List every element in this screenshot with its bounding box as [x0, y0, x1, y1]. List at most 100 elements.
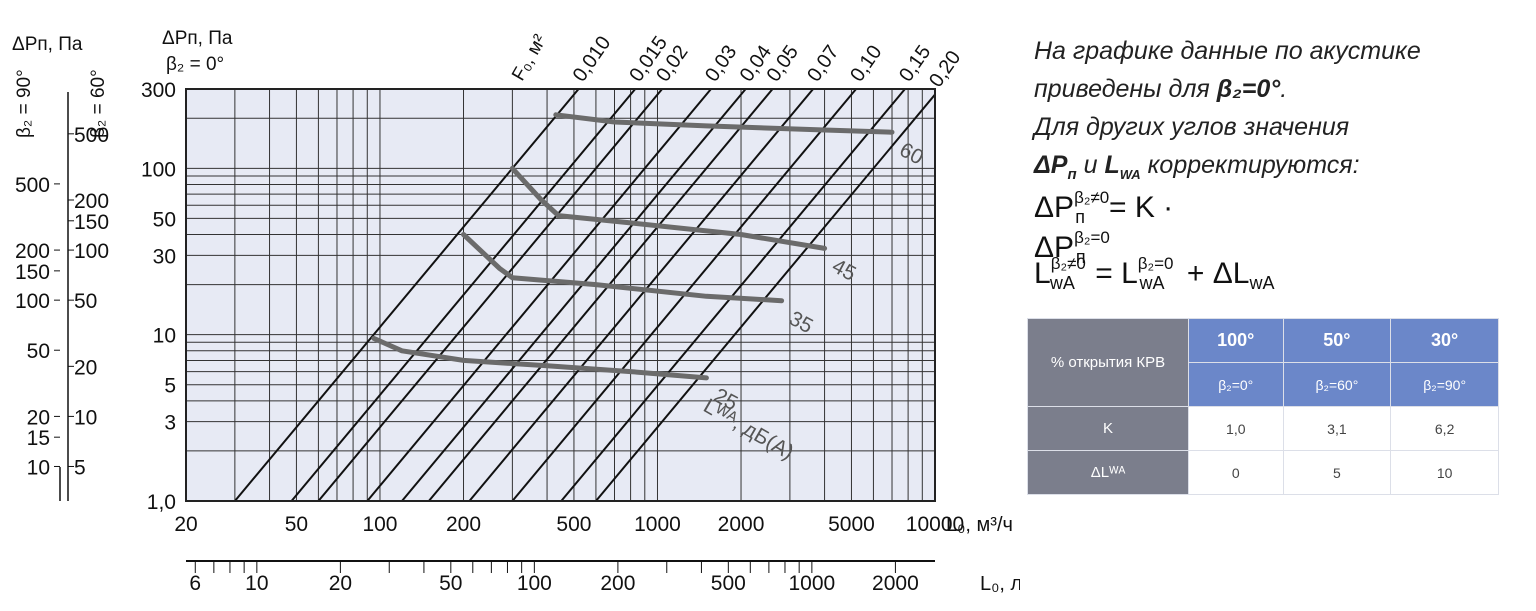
f0-tick-label: 0,10	[846, 41, 886, 86]
left-axis-1-label: 200	[15, 240, 50, 263]
formula-l-sub2: wA	[1139, 273, 1165, 293]
f0-line	[234, 89, 580, 501]
note-line-2: приведены для β₂=0°.	[1034, 70, 1529, 108]
left-axis-2-label: 20	[74, 356, 97, 379]
formula-sub: п	[1075, 207, 1085, 227]
f0-line	[290, 89, 636, 501]
x-tick-label: 1000	[634, 513, 681, 536]
y-ticks: 1,0 3 5 10 30 50 100 300	[141, 79, 176, 514]
note-end: корректируются:	[1140, 151, 1360, 179]
left-axis-1-title: ΔPп, Па	[12, 34, 83, 55]
note-line-4: ΔPп и LWA корректируются:	[1034, 146, 1529, 194]
table-k-3: 6,2	[1390, 406, 1499, 451]
note-and: и	[1076, 151, 1105, 179]
x-tick-label: 20	[174, 513, 197, 536]
second-axis-label: 6	[189, 572, 201, 595]
left-axis-2-beta: β₂ = 60°	[88, 69, 109, 138]
table-beta-60: β₂=60°	[1282, 362, 1392, 407]
f0-tick-label: 0,010	[569, 32, 616, 86]
note-dp: ΔP	[1034, 151, 1068, 179]
series	[371, 112, 895, 381]
series-curve	[371, 335, 709, 381]
x-tick-label: 5000	[828, 513, 875, 536]
formula-sup2: β₂=0	[1074, 228, 1110, 247]
plot-background	[186, 89, 935, 501]
f0-line	[560, 89, 906, 501]
second-axis-label: 500	[711, 572, 746, 595]
second-axis-label: 1000	[789, 572, 836, 595]
note-l-sub: WA	[1119, 167, 1141, 182]
series-curve	[509, 165, 828, 251]
formula-l: L	[1034, 257, 1051, 290]
second-axis-label: 200	[600, 572, 635, 595]
formula-l-sup2: β₂=0	[1137, 254, 1174, 273]
table-open-50: 50°	[1282, 318, 1392, 363]
table-k-1: 1,0	[1188, 406, 1284, 451]
left-axis-2-label: 150	[74, 211, 109, 234]
table-dl-3: 10	[1390, 450, 1499, 495]
y-tick-label: 1,0	[147, 491, 176, 514]
f0-line	[428, 89, 774, 501]
formula-l-eq: = L	[1086, 257, 1138, 290]
formula-sup: β₂≠0	[1074, 188, 1110, 207]
y-axis-beta: β₂ = 0°	[166, 54, 224, 75]
left-axis-1-label: 10	[27, 456, 50, 479]
y-tick-label: 30	[153, 245, 176, 268]
y-tick-label: 300	[141, 79, 176, 102]
plot-frame	[185, 88, 936, 502]
left-axis-1-label: 150	[15, 261, 50, 284]
y-tick-label: 3	[164, 412, 176, 435]
f0-line	[468, 89, 814, 501]
formula-noise: Lβ₂≠0wA = Lβ₂=0wA + ΔLwA	[1034, 254, 1274, 294]
formula-pressure: ΔPβ₂≠0п = K · ΔPβ₂=0п	[1034, 188, 1233, 268]
x-axis-label: L₀, м³/ч	[946, 514, 1013, 536]
left-axis-1-beta: β₂ = 90°	[14, 69, 35, 138]
x-tick-label: 200	[446, 513, 481, 536]
f0-axis-label: F₀, м²	[508, 31, 551, 84]
y-tick-label: 10	[153, 325, 176, 348]
table-beta-90: β₂=90°	[1390, 362, 1499, 407]
left-axis-1-label: 100	[15, 290, 50, 313]
left-axis-1-label: 500	[15, 174, 50, 197]
left-axis-2-label: 200	[74, 190, 109, 213]
left-axis-2-label: 100	[74, 240, 109, 263]
f0-tick-label: 0,05	[763, 41, 803, 86]
note-dot: .	[1280, 75, 1288, 103]
left-axis-2-label: 50	[74, 290, 97, 313]
f0-line	[366, 89, 712, 501]
note: На графике данные по акустике приведены …	[1034, 32, 1529, 194]
acoustic-chart: 1,0 3 5 10 30 50 100 300 20 50 100 200 500 1000 2000 5…	[12, 28, 1020, 595]
left-axis-2-label: 10	[74, 406, 97, 429]
series-curve	[461, 232, 785, 304]
note-l: L	[1104, 151, 1120, 179]
second-axis-label: 100	[517, 572, 552, 595]
second-axis-label: 50	[439, 572, 462, 595]
x-tick-label: 500	[556, 513, 591, 536]
table-dl-1: 0	[1188, 450, 1284, 495]
formula-l-sub3: wA	[1249, 273, 1275, 293]
formula-dp: ΔP	[1034, 191, 1075, 224]
left-axis-1-label: 15	[27, 427, 50, 450]
x-tick-label: 2000	[718, 513, 765, 536]
table-head-label: % открытия КРВ	[1027, 318, 1189, 407]
formula-l-sub: wA	[1049, 273, 1075, 293]
f0-tick-label: 0,03	[701, 41, 741, 86]
note-dp-sub: п	[1067, 166, 1077, 183]
table-k-label: K	[1027, 406, 1189, 451]
second-axis-label: 2000	[872, 572, 919, 595]
note-line-3: Для других углов значения	[1034, 113, 1350, 141]
y-axis-title: ΔPп, Па	[162, 28, 233, 49]
second-axis-label: 20	[329, 572, 352, 595]
correction-table: % открытия КРВ 100° 50° 30° β₂=0° β₂=60°…	[1027, 318, 1499, 495]
note-beta: β₂=0°	[1216, 75, 1281, 103]
f0-tick-label: 0,07	[803, 41, 843, 86]
table-dl-2: 5	[1282, 450, 1392, 495]
y-tick-label: 100	[141, 158, 176, 181]
y-tick-label: 50	[153, 208, 176, 231]
x-tick-label: 100	[362, 513, 397, 536]
left-axis-2-label: 5	[74, 456, 86, 479]
formula-sub2: п	[1075, 247, 1086, 267]
formula-l-plus: + ΔL	[1178, 257, 1250, 290]
